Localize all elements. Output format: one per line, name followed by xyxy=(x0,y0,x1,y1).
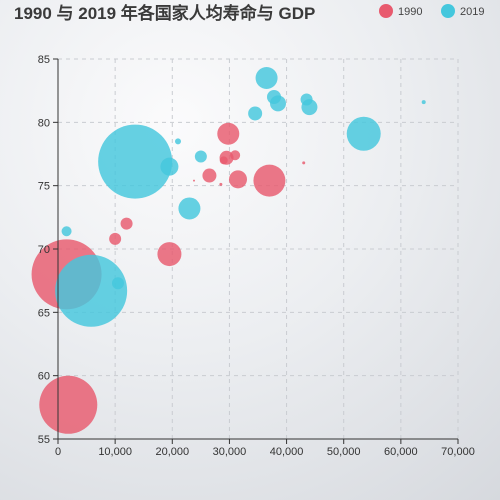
data-point-2019[interactable] xyxy=(175,138,181,145)
data-point-1990[interactable] xyxy=(302,161,306,165)
data-point-1990[interactable] xyxy=(230,150,241,161)
data-point-2019[interactable] xyxy=(178,197,201,220)
data-point-2019[interactable] xyxy=(346,116,381,151)
data-point-1990[interactable] xyxy=(219,156,228,165)
y-tick-label: 80 xyxy=(38,117,50,129)
legend-marker-1990[interactable] xyxy=(379,4,393,18)
data-point-1990[interactable] xyxy=(202,168,217,183)
x-tick-label: 40,000 xyxy=(270,446,304,458)
axes: 0 10,000 20,000 30,000 40,000 50,000 60,000 70,… xyxy=(38,54,475,458)
y-tick-label: 55 xyxy=(38,434,50,446)
data-point-2019[interactable] xyxy=(160,157,179,176)
data-point-1990[interactable] xyxy=(109,232,122,245)
legend-label-1990[interactable]: 1990 xyxy=(398,6,422,18)
y-tick-label: 70 xyxy=(38,244,50,256)
x-tick-label: 0 xyxy=(55,446,61,458)
x-tick-label: 30,000 xyxy=(213,446,247,458)
data-point-2019[interactable] xyxy=(248,106,263,121)
legend-marker-2019[interactable] xyxy=(441,4,455,18)
x-tick-label: 60,000 xyxy=(384,446,418,458)
data-point-1990[interactable] xyxy=(120,217,133,230)
data-point-2019[interactable] xyxy=(421,100,426,105)
y-tick-label: 60 xyxy=(38,371,50,383)
data-point-1990[interactable] xyxy=(217,122,240,145)
plot-area xyxy=(31,67,426,434)
data-point-2019[interactable] xyxy=(300,93,313,106)
x-tick-label: 50,000 xyxy=(327,446,361,458)
data-point-2019[interactable] xyxy=(112,277,124,290)
chart-title: 1990 与 2019 年各国家人均寿命与 GDP xyxy=(14,3,315,23)
data-point-2019[interactable] xyxy=(255,67,278,89)
data-point-2019[interactable] xyxy=(194,150,207,163)
data-point-1990[interactable] xyxy=(39,375,98,434)
data-point-2019[interactable] xyxy=(267,90,281,104)
legend-label-2019[interactable]: 2019 xyxy=(460,6,484,18)
data-point-1990[interactable] xyxy=(229,170,247,189)
data-point-1990[interactable] xyxy=(193,179,195,182)
x-tick-label: 10,000 xyxy=(98,446,132,458)
x-tick-label: 20,000 xyxy=(155,446,189,458)
y-tick-label: 85 xyxy=(38,54,50,66)
y-tick-label: 65 xyxy=(38,307,50,319)
data-point-2019[interactable] xyxy=(55,254,128,327)
data-point-1990[interactable] xyxy=(219,182,223,186)
x-tick-label: 70,000 xyxy=(441,446,475,458)
data-point-2019[interactable] xyxy=(61,226,72,237)
data-point-2019[interactable] xyxy=(98,124,173,199)
legend: 1990 2019 xyxy=(379,4,484,18)
data-point-1990[interactable] xyxy=(253,164,286,197)
y-tick-label: 75 xyxy=(38,181,50,193)
data-point-1990[interactable] xyxy=(157,242,182,267)
